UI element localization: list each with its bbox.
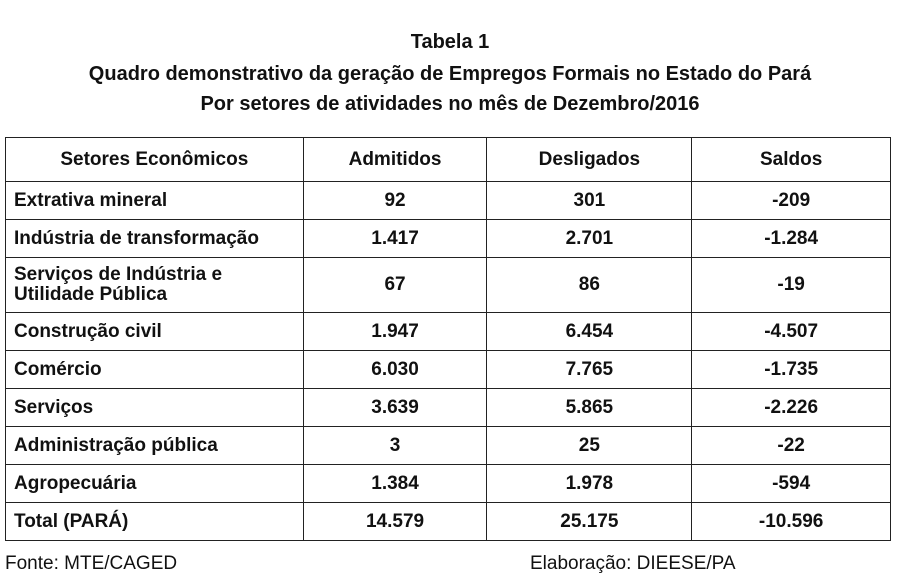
table-row: Administração pública 3 25 -22 [5,426,891,465]
admitidos-cell: 14.579 [302,502,488,541]
desligados-cell: 25 [486,426,693,465]
table-title: Quadro demonstrativo da geração de Empre… [88,63,812,85]
header-setores: Setores Econômicos [5,137,304,182]
desligados-cell: 6.454 [486,312,693,351]
sector-cell: Serviços de Indústria e Utilidade Públic… [5,257,304,313]
table-row: Serviços de Indústria e Utilidade Públic… [5,257,891,313]
sector-cell: Administração pública [5,426,304,465]
saldos-cell: -22 [691,426,891,465]
saldos-cell: -4.507 [691,312,891,351]
admitidos-cell: 6.030 [302,350,488,389]
admitidos-cell: 3.639 [302,388,488,427]
header-saldos: Saldos [691,137,891,182]
header-admitidos: Admitidos [302,137,488,182]
table-row: Comércio 6.030 7.765 -1.735 [5,350,891,389]
sector-cell: Agropecuária [5,464,304,503]
sector-cell: Total (PARÁ) [5,502,304,541]
header-row: Setores Econômicos Admitidos Desligados … [5,137,891,182]
admitidos-cell: 1.417 [302,219,488,258]
admitidos-cell: 1.384 [302,464,488,503]
saldos-cell: -10.596 [691,502,891,541]
saldos-cell: -2.226 [691,388,891,427]
elaboration-note: Elaboração: DIEESE/PA [530,553,736,574]
employment-table: Setores Econômicos Admitidos Desligados … [5,137,891,541]
table-row: Serviços 3.639 5.865 -2.226 [5,388,891,427]
source-note: Fonte: MTE/CAGED [5,553,178,574]
saldos-cell: -1.735 [691,350,891,389]
admitidos-cell: 1.947 [302,312,488,351]
saldos-cell: -209 [691,181,891,220]
table-number: Tabela 1 [410,31,490,53]
saldos-cell: -1.284 [691,219,891,258]
desligados-cell: 7.765 [486,350,693,389]
saldos-cell: -594 [691,464,891,503]
admitidos-cell: 3 [302,426,488,465]
admitidos-cell: 92 [302,181,488,220]
table-subtitle: Por setores de atividades no mês de Deze… [200,93,700,115]
table-row: Indústria de transformação 1.417 2.701 -… [5,219,891,258]
header-desligados: Desligados [486,137,693,182]
admitidos-cell: 67 [302,257,488,313]
sector-cell: Construção civil [5,312,304,351]
desligados-cell: 301 [486,181,693,220]
desligados-cell: 2.701 [486,219,693,258]
total-row: Total (PARÁ) 14.579 25.175 -10.596 [5,502,891,541]
table-row: Construção civil 1.947 6.454 -4.507 [5,312,891,351]
desligados-cell: 25.175 [486,502,693,541]
table-row: Extrativa mineral 92 301 -209 [5,181,891,220]
sector-cell: Serviços [5,388,304,427]
table-row: Agropecuária 1.384 1.978 -594 [5,464,891,503]
desligados-cell: 86 [486,257,693,313]
saldos-cell: -19 [691,257,891,313]
sector-cell: Indústria de transformação [5,219,304,258]
desligados-cell: 1.978 [486,464,693,503]
desligados-cell: 5.865 [486,388,693,427]
sector-cell: Extrativa mineral [5,181,304,220]
sector-cell: Comércio [5,350,304,389]
